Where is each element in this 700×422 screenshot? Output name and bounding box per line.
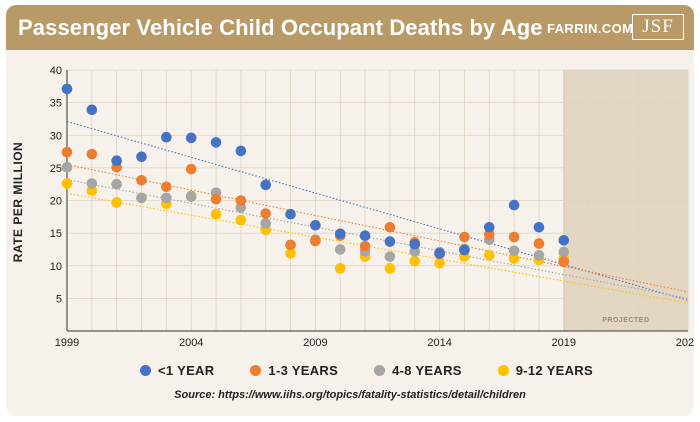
legend-swatch-9-12 [497, 364, 509, 376]
data-point-s2 [161, 192, 172, 204]
y-tick-label: 5 [56, 293, 62, 305]
data-point-s0 [310, 219, 321, 231]
data-point-s1 [185, 163, 197, 175]
data-point-s3 [483, 250, 495, 261]
data-point-s3 [61, 178, 73, 189]
data-point-s0 [508, 199, 520, 211]
data-point-s3 [285, 248, 296, 259]
legend-label-lt1: <1 YEAR [158, 362, 215, 378]
brand-link[interactable]: FARRIN.COM [547, 21, 634, 36]
data-point-s3 [434, 257, 445, 269]
x-tick-label: 2009 [303, 337, 327, 349]
data-point-s0 [459, 244, 470, 256]
data-point-s0 [558, 235, 570, 246]
x-tick-label: 2004 [179, 337, 203, 349]
data-point-s2 [260, 218, 272, 229]
data-point-s0 [235, 145, 247, 157]
data-point-s1 [161, 181, 172, 193]
legend-swatch-4-8 [374, 364, 386, 376]
y-axis-label-wrap: RATE PER MILLION [8, 135, 28, 275]
data-point-s1 [558, 256, 570, 268]
data-point-s0 [136, 151, 147, 163]
data-point-s2 [508, 245, 520, 257]
legend-item-lt1: <1 YEAR [140, 362, 214, 378]
data-point-s1 [210, 193, 222, 205]
data-point-s0 [285, 208, 296, 220]
scatter-plot: 5 10 15 20 25 30 35 40 1999 2004 2009 2014 2019 2024 P… [50, 65, 694, 349]
y-tick-label: 35 [50, 98, 62, 110]
data-point-s1 [285, 239, 296, 251]
data-point-s0 [384, 236, 396, 247]
data-point-s2 [86, 178, 98, 189]
data-point-s0 [260, 179, 272, 191]
data-point-s1 [61, 146, 73, 158]
legend-label-4-8: 4-8 YEARS [392, 362, 462, 378]
data-point-s0 [409, 238, 421, 250]
source-note: Source: https://www.iihs.org/topics/fata… [174, 389, 526, 401]
data-point-s2 [533, 250, 545, 261]
data-point-s1 [310, 235, 321, 247]
data-point-s1 [86, 148, 98, 160]
data-point-s0 [359, 230, 371, 242]
projected-label: PROJECTED [602, 317, 649, 324]
legend-item-9-12: 9-12 YEARS [497, 362, 593, 378]
data-point-s1 [136, 174, 147, 186]
x-tick-label: 2024 [676, 337, 694, 349]
data-point-s2 [136, 192, 147, 204]
x-tick-label: 2019 [552, 337, 576, 349]
data-point-s0 [434, 248, 445, 259]
chart-card: Passenger Vehicle Child Occupant Deaths … [6, 5, 694, 416]
data-point-s3 [210, 208, 222, 220]
data-point-s1 [260, 208, 272, 219]
header-bar: Passenger Vehicle Child Occupant Deaths … [6, 5, 694, 50]
y-axis-label: RATE PER MILLION [11, 141, 25, 263]
data-point-s0 [185, 132, 197, 144]
y-tick-label: 20 [50, 196, 62, 208]
chart-title: Passenger Vehicle Child Occupant Deaths … [18, 15, 543, 40]
data-point-s0 [483, 221, 495, 233]
data-point-s0 [161, 131, 172, 143]
trend-line-3 [66, 192, 689, 304]
data-point-s2 [111, 178, 122, 190]
legend: <1 YEAR 1-3 YEARS 4-8 YEARS 9-12 YEARS [140, 362, 629, 378]
x-tick-label: 2014 [427, 337, 451, 349]
y-tick-label: 40 [50, 65, 62, 77]
data-point-s0 [61, 83, 73, 95]
x-tick-label: 1999 [55, 337, 79, 349]
legend-label-9-12: 9-12 YEARS [515, 362, 593, 378]
data-point-s0 [86, 104, 98, 116]
legend-swatch-lt1 [140, 364, 151, 376]
data-point-s1 [508, 231, 520, 243]
data-point-s3 [384, 263, 396, 274]
data-point-s0 [210, 137, 222, 148]
y-tick-label: 10 [50, 261, 62, 273]
data-point-s3 [111, 197, 122, 208]
legend-item-4-8: 4-8 YEARS [374, 362, 462, 378]
data-point-s1 [459, 231, 470, 243]
data-point-s0 [111, 155, 122, 166]
data-point-s3 [508, 253, 520, 264]
data-point-s0 [533, 221, 545, 233]
data-point-s3 [409, 255, 421, 267]
legend-swatch-1-3 [250, 364, 262, 376]
y-tick-label: 25 [50, 163, 62, 175]
data-point-s0 [334, 228, 346, 240]
y-tick-label: 30 [50, 130, 62, 142]
data-point-s3 [235, 214, 247, 226]
data-point-s1 [533, 238, 545, 249]
legend-label-1-3: 1-3 YEARS [268, 362, 339, 378]
data-point-s2 [61, 161, 73, 173]
data-point-s2 [558, 246, 570, 258]
data-point-s2 [384, 251, 396, 262]
data-point-s2 [185, 191, 197, 202]
data-point-s2 [334, 244, 346, 255]
y-tick-label: 15 [50, 228, 62, 240]
data-point-s1 [384, 221, 396, 233]
data-point-s1 [235, 195, 247, 206]
data-point-s3 [334, 263, 346, 274]
trend-line-0 [66, 121, 689, 301]
data-point-s1 [359, 240, 371, 252]
jsf-logo: JSF [632, 14, 684, 40]
legend-item-1-3: 1-3 YEARS [250, 362, 338, 378]
